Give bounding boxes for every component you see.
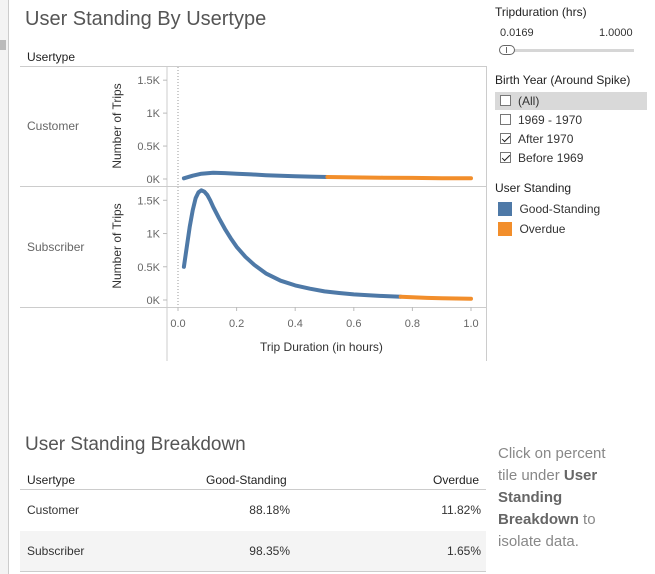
birth-year-options: (All) 1969 - 1970 After 1970 Before 1969 [500,92,650,168]
series-line-overdue [325,175,473,181]
x-tick-label: 0.6 [346,318,361,330]
legend-label-overdue: Overdue [519,222,566,236]
breakdown-title: User Standing Breakdown [25,434,246,455]
y-tick-label: 1.5K [137,195,160,207]
tripduration-slider-handle[interactable] [499,45,515,55]
left-edge-marker [0,40,6,50]
x-tick-label: 0.8 [405,318,420,330]
birth-year-filter-title: Birth Year (Around Spike) [495,73,631,87]
x-tick-label: 0.2 [229,318,244,330]
row-label-customer: Customer [27,119,80,133]
birth-year-checkbox[interactable] [500,95,511,107]
x-tick-label: 0.0 [170,318,185,330]
cell-overdue-customer[interactable]: 11.82% [441,503,481,517]
birth-year-checkbox[interactable] [500,152,511,164]
y-tick-label: 0.5K [137,262,160,274]
y-tick-label: 1.5K [137,75,160,87]
x-axis-title: Trip Duration (in hours) [260,340,383,354]
y-tick-label: 1K [147,229,161,241]
legend-swatch-good-standing [498,201,512,216]
row-label-subscriber: Subscriber [27,240,85,254]
table-row-subscriber[interactable]: Subscriber 98.35% 1.65% [20,531,486,571]
tripduration-slider-handle-grip [506,47,507,53]
tripduration-slider-track[interactable] [500,49,634,52]
birth-year-checkbox[interactable] [500,133,511,145]
chart-row-separator [20,186,486,187]
birth-year-option-label: Before 1969 [518,151,584,165]
y-tick-label: 0K [147,174,161,186]
trip-duration-chart[interactable]: 0K 0.5K 1K 1.5K 0K 0.5K 1K 1.5K 0.0 0.2 0.4 0.6 0.8 1… [0,0,490,362]
series-line-good-standing [181,188,403,299]
cell-usertype-customer: Customer [27,503,80,517]
chart-header-line [20,66,486,67]
x-tick-label: 1.0 [463,318,478,330]
series-line-good-standing [181,170,330,181]
birth-year-option-label: (All) [518,94,540,108]
chart-header-label: Usertype [27,50,76,64]
table-header-good-standing: Good-Standing [206,473,287,487]
cell-good-subscriber[interactable]: 98.35% [249,544,290,558]
note-bold: User Standing Breakdown [498,467,598,528]
left-edge-strip [0,0,9,574]
y-tick-label: 0K [147,295,161,307]
birth-year-option-label: After 1970 [518,132,574,146]
cell-good-customer[interactable]: 88.18% [249,503,290,517]
table-header-overdue: Overdue [433,473,480,487]
birth-year-option-label: 1969 - 1970 [518,113,583,127]
series-line-overdue [398,294,473,301]
cell-usertype-subscriber: Subscriber [27,544,85,558]
chart-title: User Standing By Usertype [25,8,267,30]
table-row-customer[interactable]: Customer 88.18% 11.82% [20,490,486,530]
chart-bottom-line [20,307,486,308]
tripduration-filter-title: Tripduration (hrs) [495,5,587,19]
birth-year-option[interactable]: 1969 - 1970 [500,111,650,130]
y-tick-label: 1K [147,108,161,120]
y-tick-label: 0.5K [137,141,160,153]
note-text-1: Click on percent tile under [498,445,606,484]
birth-year-option[interactable]: (All) [500,92,650,111]
cell-overdue-subscriber[interactable]: 1.65% [446,544,481,558]
legend-item-overdue[interactable]: Overdue [498,220,565,238]
x-tick-label: 0.4 [288,318,303,330]
table-header-usertype: Usertype [27,473,76,487]
instruction-note: Click on percent tile under User Standin… [498,443,628,553]
birth-year-option[interactable]: After 1970 [500,130,650,149]
birth-year-all-highlight [495,92,647,110]
birth-year-checkbox[interactable] [500,114,511,126]
user-standing-legend-title: User Standing [495,181,572,195]
tripduration-max-value: 1.0000 [599,27,633,39]
legend-item-good-standing[interactable]: Good-Standing [498,200,600,218]
legend-swatch-overdue [498,221,512,236]
tripduration-min-value: 0.0169 [500,27,534,39]
table-header-line [20,489,486,490]
legend-label-good-standing: Good-Standing [519,202,601,216]
table-bottom-line [20,571,486,572]
birth-year-option[interactable]: Before 1969 [500,149,650,168]
chart-right-line [486,66,487,361]
note-text-2: to isolate data. [498,511,596,550]
